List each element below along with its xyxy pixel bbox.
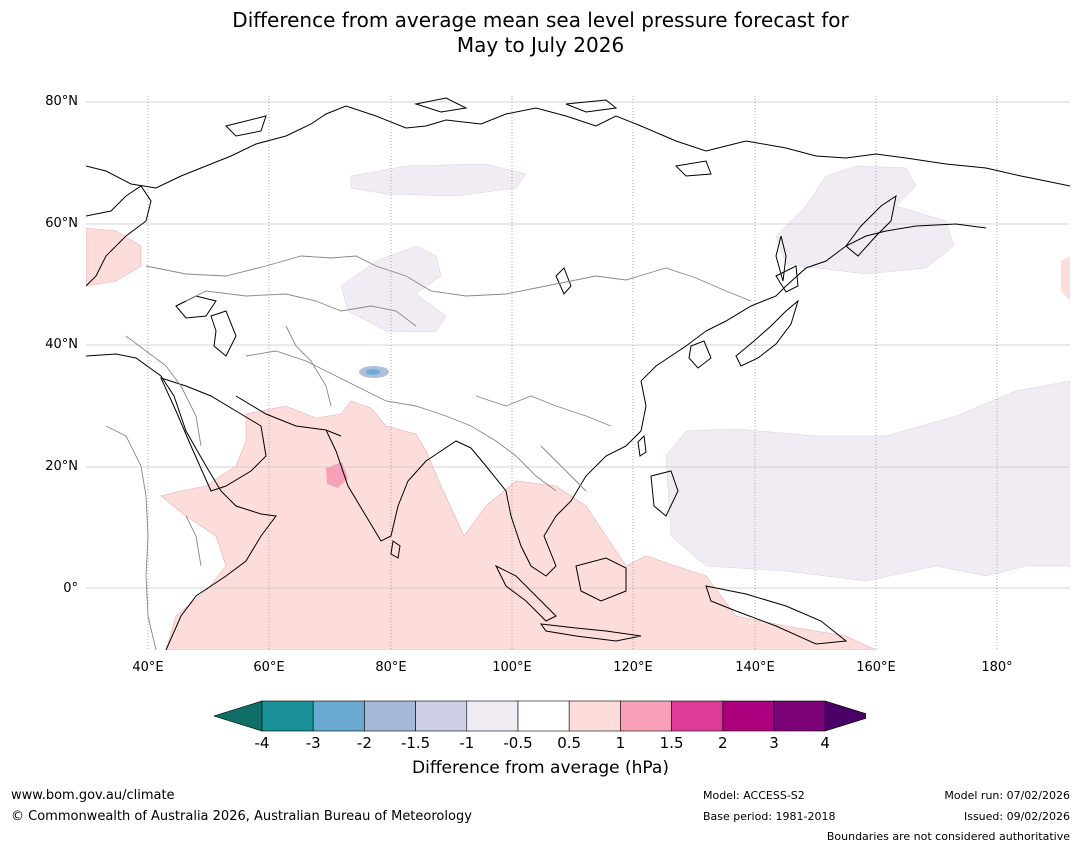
lon-label-160e: 160°E — [856, 660, 896, 675]
map-title: Difference from average mean sea level p… — [0, 8, 1081, 58]
country-borders — [105, 255, 752, 650]
lon-label-180: 180° — [981, 660, 1013, 675]
colorbar-swatch — [415, 700, 468, 732]
colorbar-swatch — [261, 700, 314, 732]
colorbar-swatch — [671, 700, 724, 732]
lat-label-60n: 60°N — [45, 216, 78, 231]
lat-label-40n: 40°N — [45, 337, 78, 352]
colorbar-swatch — [620, 700, 672, 732]
lat-label-0: 0° — [63, 581, 78, 596]
coastlines — [86, 97, 1070, 650]
meridians — [147, 96, 998, 650]
colorbar-tick-label: 0.5 — [557, 734, 582, 752]
colorbar-arrow-low — [214, 700, 263, 732]
colorbar-tick-label: 4 — [820, 734, 830, 752]
colorbar-tick-label: -3 — [305, 734, 321, 752]
colorbar-tick-label: 3 — [769, 734, 779, 752]
map-panel — [86, 96, 1070, 650]
colorbar-tick-label: -1 — [459, 734, 475, 752]
footer-copyright: © Commonwealth of Australia 2026, Austra… — [11, 809, 472, 824]
colorbar-tick-label: 1 — [615, 734, 626, 752]
colorbar-title: Difference from average (hPa) — [412, 758, 669, 778]
colorbar-swatch — [722, 700, 775, 732]
colorbar-tick-label: -4 — [254, 734, 270, 752]
colorbar-tick-label: -0.5 — [503, 734, 533, 752]
footer-base-period: Base period: 1981-2018 — [703, 810, 836, 823]
title-line-2: May to July 2026 — [456, 33, 625, 57]
colorbar-tick-label: 1.5 — [659, 734, 684, 752]
footer-issued: Issued: 09/02/2026 — [963, 810, 1070, 823]
colorbar-tick-label: -1.5 — [400, 734, 431, 752]
footer-model: Model: ACCESS-S2 — [703, 789, 805, 802]
footer-model-run: Model run: 07/02/2026 — [944, 789, 1070, 802]
colorbar-arrow-high — [824, 700, 866, 732]
lon-label-120e: 120°E — [613, 660, 653, 675]
colorbar-swatch — [466, 700, 519, 732]
colorbar-swatches — [214, 700, 866, 732]
negative-anomaly-pacific — [665, 380, 1070, 582]
lat-label-20n: 20°N — [45, 459, 78, 474]
lon-label-60e: 60°E — [253, 660, 285, 675]
negative-anomaly-himalaya-core — [366, 369, 380, 375]
colorbar-swatch — [364, 700, 416, 732]
negative-anomaly-siberia — [350, 163, 527, 197]
footer-website-link[interactable]: www.bom.gov.au/climate — [11, 788, 175, 803]
negative-anomaly-central-asia — [340, 245, 447, 333]
lon-label-80e: 80°E — [375, 660, 407, 675]
colorbar-swatch — [773, 700, 826, 732]
lon-label-40e: 40°E — [132, 660, 164, 675]
colorbar-swatch — [568, 700, 621, 732]
lon-label-100e: 100°E — [492, 660, 532, 675]
colorbar-swatch — [312, 700, 365, 732]
positive-anomaly-east-edge — [1061, 256, 1070, 301]
graticule — [86, 101, 1070, 589]
lon-label-140e: 140°E — [735, 660, 775, 675]
map-canvas — [86, 96, 1070, 650]
lat-label-80n: 80°N — [45, 94, 78, 109]
colorbar — [214, 700, 866, 732]
footer-disclaimer: Boundaries are not considered authoritat… — [826, 830, 1070, 843]
colorbar-tick-label: 2 — [718, 734, 728, 752]
positive-anomaly-west — [86, 227, 142, 287]
negative-anomaly-northeast — [775, 165, 955, 275]
colorbar-tick-label: -2 — [356, 734, 372, 752]
colorbar-swatch — [517, 700, 570, 732]
title-line-1: Difference from average mean sea level p… — [232, 8, 849, 32]
